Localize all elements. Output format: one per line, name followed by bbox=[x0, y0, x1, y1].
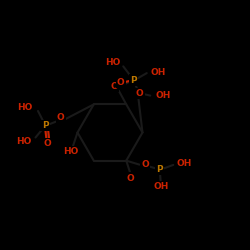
Text: HO: HO bbox=[17, 103, 32, 112]
Text: HO: HO bbox=[64, 148, 79, 156]
Text: OH: OH bbox=[176, 160, 192, 168]
Text: O: O bbox=[136, 89, 143, 98]
Text: P: P bbox=[42, 121, 48, 130]
Text: HO: HO bbox=[105, 58, 120, 67]
Text: O: O bbox=[126, 174, 134, 183]
Text: OH: OH bbox=[151, 68, 166, 76]
Text: O: O bbox=[117, 78, 125, 86]
Text: O: O bbox=[44, 139, 52, 148]
Text: HO: HO bbox=[16, 136, 32, 145]
Text: P: P bbox=[156, 165, 163, 174]
Text: OH: OH bbox=[156, 91, 171, 100]
Text: OH: OH bbox=[153, 182, 168, 192]
Text: P: P bbox=[130, 76, 137, 84]
Text: O: O bbox=[141, 160, 149, 169]
Text: O: O bbox=[57, 114, 64, 122]
Text: O: O bbox=[110, 82, 118, 90]
